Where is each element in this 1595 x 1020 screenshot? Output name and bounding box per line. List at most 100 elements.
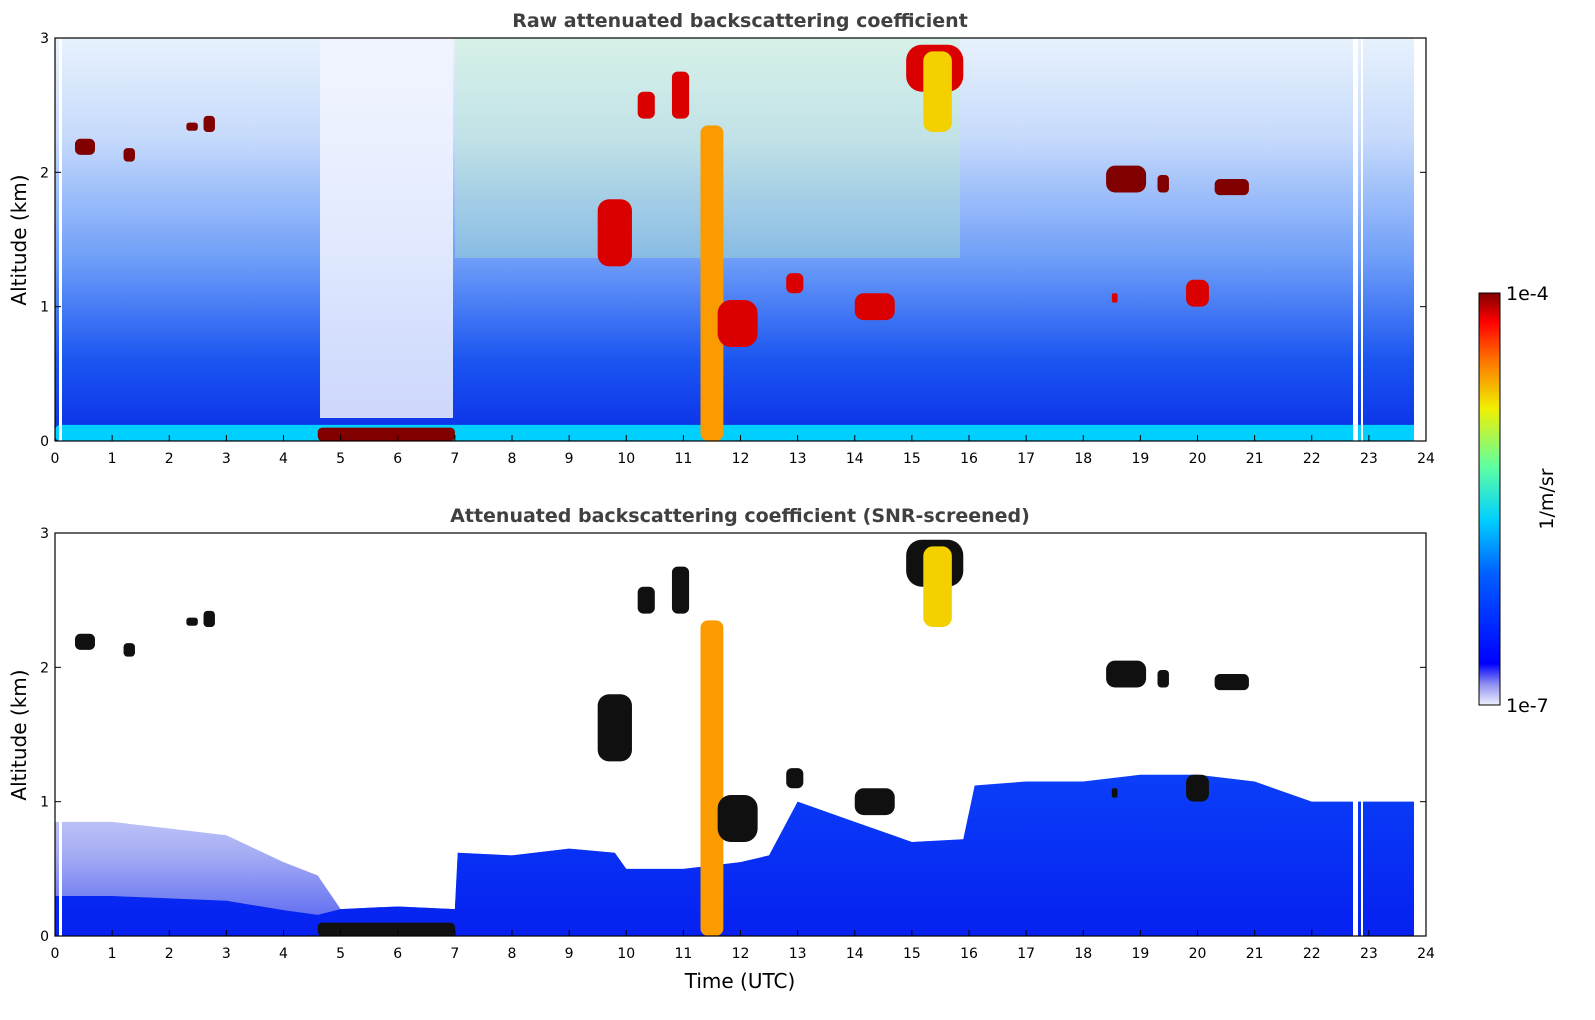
backscatter-feature — [923, 546, 952, 628]
x-tick-label: 7 — [450, 946, 459, 962]
x-tick-label: 22 — [1303, 946, 1321, 962]
backscatter-feature — [854, 293, 895, 321]
data-gap — [59, 38, 62, 441]
x-tick-label: 4 — [279, 946, 288, 962]
backscatter-feature — [671, 566, 690, 614]
x-tick-label: 20 — [1189, 946, 1207, 962]
x-tick-label: 6 — [393, 946, 402, 962]
low-signal-region — [320, 38, 453, 418]
x-tick-label: 16 — [960, 451, 978, 467]
backscatter-feature — [786, 273, 804, 294]
backscatter-feature — [597, 694, 632, 762]
colorbar: 1e-4 1e-7 1/m/sr — [1478, 283, 1558, 717]
backscatter-feature — [123, 643, 135, 657]
data-gap — [1353, 38, 1358, 441]
x-tick-label: 7 — [450, 451, 459, 467]
backscatter-feature — [1214, 674, 1249, 691]
x-tick-label: 21 — [1246, 451, 1264, 467]
data-gap — [1414, 38, 1426, 441]
backscatter-feature — [74, 633, 95, 650]
backscatter-feature — [1186, 774, 1209, 802]
x-tick-label: 5 — [336, 946, 345, 962]
x-tick-label: 14 — [846, 946, 864, 962]
data-gap — [1414, 533, 1426, 936]
backscatter-feature — [854, 788, 895, 816]
x-tick-label: 20 — [1189, 451, 1207, 467]
y-tick-label: 2 — [40, 660, 49, 676]
backscatter-feature — [186, 122, 198, 131]
x-tick-label: 19 — [1131, 946, 1149, 962]
y-tick-label: 3 — [40, 526, 49, 542]
x-tick-label: 1 — [108, 946, 117, 962]
backscatter-feature — [186, 617, 198, 626]
y-tick-label: 0 — [40, 929, 49, 945]
backscatter-feature — [1111, 788, 1118, 798]
chart-title-raw: Raw attenuated backscattering coefficien… — [512, 10, 968, 32]
x-tick-label: 11 — [674, 946, 692, 962]
data-gap — [1361, 533, 1363, 936]
backscatter-feature — [1106, 660, 1147, 688]
x-tick-label: 16 — [960, 946, 978, 962]
backscatter-feature — [1106, 165, 1147, 193]
x-tick-label: 23 — [1360, 946, 1378, 962]
panel-screened: Attenuated backscattering coefficient (S… — [7, 505, 1435, 993]
backscatter-feature — [597, 199, 632, 267]
data-gap — [1361, 38, 1363, 441]
x-tick-label: 15 — [903, 451, 921, 467]
x-tick-label: 6 — [393, 451, 402, 467]
x-tick-label: 12 — [732, 946, 750, 962]
x-tick-label: 11 — [674, 451, 692, 467]
panel-raw: Raw attenuated backscattering coefficien… — [7, 10, 1435, 467]
backscatter-feature — [203, 115, 215, 133]
x-tick-label: 3 — [222, 946, 231, 962]
colorbar-gradient — [1478, 292, 1501, 706]
x-tick-label: 17 — [1017, 946, 1035, 962]
y-tick-label: 1 — [40, 795, 49, 811]
backscatter-feature — [317, 922, 455, 936]
x-axis: 0 1 2 3 4 5 6 7 8 9 10 11 12 13 14 15 16 17 18 19 20 21 22 23 24 — [51, 435, 1435, 467]
backscatter-feature — [637, 91, 655, 119]
backscatter-field — [55, 38, 1415, 441]
x-tick-label: 18 — [1074, 946, 1092, 962]
x-tick-label: 22 — [1303, 451, 1321, 467]
x-tick-label: 3 — [222, 451, 231, 467]
backscatter-feature — [123, 148, 135, 162]
colorbar-title: 1/m/sr — [1536, 468, 1558, 529]
x-axis-label: Time (UTC) — [684, 969, 796, 993]
x-tick-label: 15 — [903, 946, 921, 962]
y-axis: 0 1 2 3 — [40, 31, 1426, 450]
y-axis: 0 1 2 3 — [40, 526, 1426, 945]
backscatter-feature — [74, 138, 95, 155]
x-tick-label: 24 — [1417, 946, 1435, 962]
backscatter-feature — [1111, 293, 1118, 303]
y-tick-label: 2 — [40, 165, 49, 181]
chart-title-screened: Attenuated backscattering coefficient (S… — [450, 505, 1030, 527]
x-tick-label: 2 — [165, 946, 174, 962]
backscatter-feature — [1157, 175, 1169, 193]
x-tick-label: 10 — [617, 946, 635, 962]
x-tick-label: 9 — [565, 451, 574, 467]
backscatter-feature — [671, 71, 690, 119]
x-tick-label: 24 — [1417, 451, 1435, 467]
x-tick-label: 5 — [336, 451, 345, 467]
data-gap — [59, 533, 62, 936]
x-tick-label: 1 — [108, 451, 117, 467]
backscatter-feature — [1214, 179, 1249, 196]
x-tick-label: 21 — [1246, 946, 1264, 962]
x-tick-label: 13 — [789, 946, 807, 962]
x-tick-label: 23 — [1360, 451, 1378, 467]
colorbar-max-label: 1e-4 — [1506, 283, 1549, 305]
backscatter-feature — [1186, 279, 1209, 307]
backscatter-feature — [637, 586, 655, 614]
y-axis-label: Altitude (km) — [7, 174, 31, 305]
backscatter-feature — [700, 620, 724, 936]
x-tick-label: 8 — [508, 946, 517, 962]
y-tick-label: 1 — [40, 300, 49, 316]
backscatter-feature — [923, 51, 952, 133]
backscatter-feature — [786, 768, 804, 789]
backscatter-feature — [717, 794, 758, 842]
x-tick-label: 14 — [846, 451, 864, 467]
x-tick-label: 12 — [732, 451, 750, 467]
data-gap — [1353, 533, 1358, 936]
y-tick-label: 0 — [40, 434, 49, 450]
